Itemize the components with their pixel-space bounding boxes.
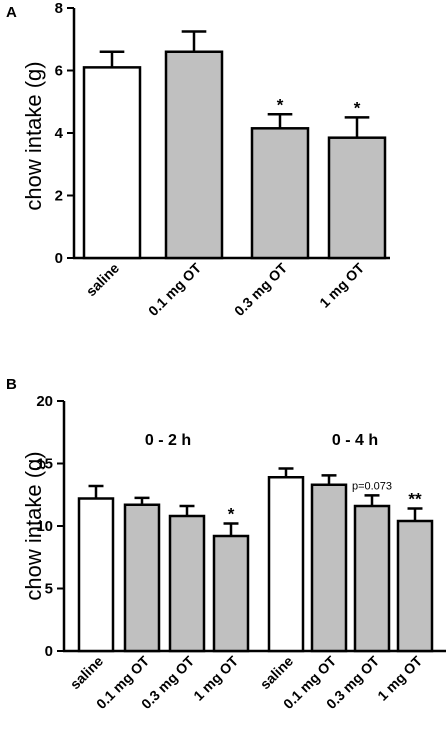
panel-a-bar-1 bbox=[164, 50, 224, 260]
group-label-0-4h: 0 - 4 h bbox=[332, 432, 378, 449]
panel-b-group-1-bar-0 bbox=[267, 476, 305, 653]
panel-a-bars: * * bbox=[82, 30, 387, 260]
panel-a-annotation-3: * bbox=[354, 98, 361, 117]
panel-a-letter: A bbox=[6, 4, 17, 21]
panel-a-bar-2 bbox=[250, 127, 310, 260]
panel-a-ytick-label: 0 bbox=[55, 250, 63, 267]
panel-b-ytick-label: 20 bbox=[36, 393, 53, 410]
panel-a-xlabels: saline 0.1 mg OT 0.3 mg OT 1 mg OT bbox=[83, 259, 368, 318]
panel-a-annotation-2: * bbox=[277, 95, 284, 114]
panel-a-xtick-label-3: 1 mg OT bbox=[316, 259, 367, 310]
panel-b-ytick-label: 15 bbox=[36, 456, 53, 473]
panel-a-ytick-label: 6 bbox=[55, 63, 63, 80]
panel-b-group-0-xtick-label-3: 1 mg OT bbox=[190, 652, 241, 703]
panel-b-group-1-annotation-3: ** bbox=[408, 490, 422, 509]
panel-b-ylabel: chow intake (g) bbox=[21, 451, 46, 600]
panel-a-bar-0 bbox=[82, 66, 142, 260]
panel-b-letter: B bbox=[6, 376, 17, 393]
panel-b-group-1-bar-1 bbox=[310, 483, 348, 653]
panel-b-group-0-xtick-label-0: saline bbox=[67, 653, 107, 693]
panel-b-group-1-bar-2 bbox=[353, 504, 391, 653]
panel-a-xtick-label-1: 0.1 mg OT bbox=[145, 259, 204, 318]
panel-b-bars: * p=0.073 ** bbox=[77, 467, 434, 653]
panel-a-ytick-label: 2 bbox=[55, 188, 63, 205]
panel-b-group-1-annotation-2: p=0.073 bbox=[352, 480, 392, 492]
panel-b-group-1-bar-3 bbox=[396, 519, 434, 653]
panel-b-ytick-label: 10 bbox=[36, 518, 53, 535]
panel-a-bar-3 bbox=[327, 136, 387, 260]
panel-b-group-1-xtick-label-0: saline bbox=[257, 653, 297, 693]
panel-b-ytick-label: 5 bbox=[45, 581, 53, 598]
panel-b-group-0-bar-2 bbox=[168, 514, 206, 653]
panel-b-ytick-label: 0 bbox=[45, 643, 53, 660]
panel-a-ytick-label: 8 bbox=[55, 0, 63, 17]
panel-a-ylabel: chow intake (g) bbox=[21, 61, 46, 210]
panel-b-group-1-xtick-label-3: 1 mg OT bbox=[374, 652, 425, 703]
panel-a-xtick-label-2: 0.3 mg OT bbox=[231, 259, 290, 318]
panel-b-group-0-annotation-3: * bbox=[228, 505, 235, 524]
panel-b: B chow intake (g) 0 - 2 h 0 - 4 h 0 5 10 15… bbox=[6, 376, 446, 712]
panel-a-ytick-label: 4 bbox=[55, 125, 64, 142]
panel-b-group-0-bar-3 bbox=[212, 534, 250, 653]
panel-b-group-0-bar-0 bbox=[77, 497, 115, 653]
panel-a-xtick-label-0: saline bbox=[83, 260, 123, 300]
panel-b-group-0-bar-1 bbox=[123, 503, 161, 653]
group-label-0-2h: 0 - 2 h bbox=[145, 432, 191, 449]
